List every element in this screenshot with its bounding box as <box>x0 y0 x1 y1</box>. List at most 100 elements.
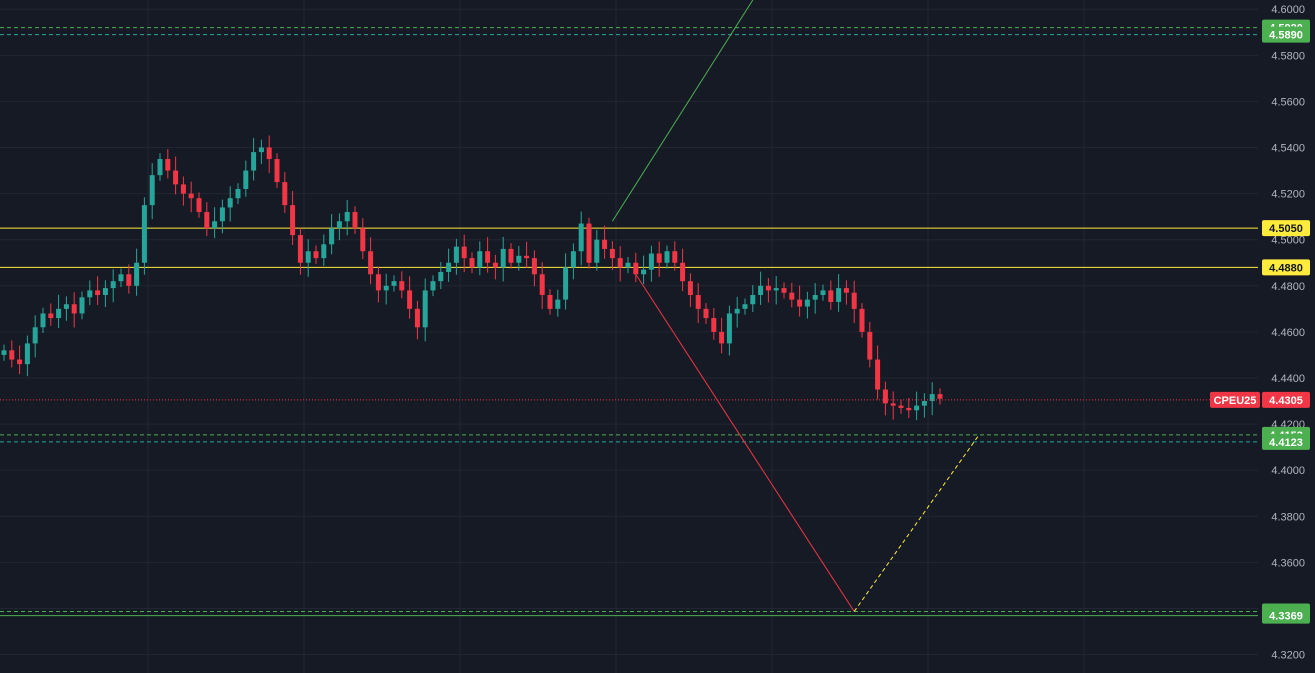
candle <box>641 255 647 285</box>
candle-body <box>570 251 576 268</box>
candle <box>726 305 732 356</box>
candle <box>594 229 600 271</box>
candle-body <box>867 331 873 360</box>
candle-body <box>836 288 842 302</box>
candle-body <box>656 253 662 263</box>
candle <box>485 237 491 273</box>
candle-body <box>695 295 701 309</box>
price-tick-label: 4.5600 <box>1271 96 1305 108</box>
level-tag-box <box>1262 607 1310 624</box>
candle <box>438 262 444 290</box>
candle-body <box>765 285 771 291</box>
candle-body <box>1 350 7 355</box>
candle <box>40 307 46 334</box>
candle-body <box>726 313 732 344</box>
candle-body <box>438 271 444 282</box>
candle <box>578 211 584 266</box>
candle <box>563 253 569 310</box>
candle <box>56 294 62 328</box>
candle <box>258 139 264 165</box>
candle <box>711 308 717 340</box>
candle <box>407 276 413 319</box>
candle <box>414 301 420 340</box>
level-tag: 4.5050 <box>1262 220 1310 237</box>
candle-body <box>524 255 530 259</box>
candle <box>898 399 904 414</box>
candle <box>102 280 108 307</box>
candle <box>929 382 935 416</box>
candle-body <box>219 207 225 222</box>
candle-body <box>24 343 30 365</box>
candle <box>703 303 709 324</box>
candle <box>687 273 693 307</box>
candle <box>843 280 849 305</box>
candle-body <box>492 262 498 268</box>
candle-body <box>235 188 241 199</box>
candle <box>196 192 202 218</box>
candle-body <box>71 304 77 314</box>
candle <box>797 285 803 317</box>
level-tag-box <box>1262 26 1310 43</box>
candle <box>633 252 639 283</box>
candle-body <box>422 290 428 328</box>
candle <box>758 271 764 305</box>
candle-body <box>274 159 280 183</box>
candle-body <box>63 304 69 309</box>
candle <box>836 274 842 312</box>
candle <box>867 321 873 368</box>
trend-line <box>611 0 754 222</box>
candle-body <box>797 299 803 307</box>
candle <box>399 271 405 299</box>
candle-body <box>890 403 896 406</box>
candle-body <box>290 205 296 236</box>
candle-body <box>407 290 413 309</box>
candle-body <box>243 170 249 189</box>
level-tag: 4.3369 <box>1262 607 1310 624</box>
candle-body <box>711 318 717 332</box>
price-axis[interactable]: 4.32004.34004.36004.38004.40004.42004.44… <box>1271 4 1305 661</box>
symbol-tag: CPEU25 <box>1210 391 1260 408</box>
level-tag-text: 4.4880 <box>1269 262 1303 274</box>
candle <box>422 278 428 342</box>
candle <box>329 214 335 255</box>
candle <box>492 254 498 280</box>
candle-body <box>547 295 553 309</box>
candlestick-series <box>1 135 943 421</box>
price-tick-label: 4.6000 <box>1271 4 1305 16</box>
level-tag-text: 4.4123 <box>1269 437 1303 449</box>
candle <box>734 296 740 328</box>
candle <box>134 248 140 296</box>
candle-body <box>383 285 389 291</box>
candle-body <box>48 313 54 319</box>
candle-body <box>781 288 787 293</box>
candle-body <box>446 262 452 272</box>
candle-body <box>882 389 888 404</box>
candle-body <box>750 295 756 305</box>
candle <box>765 277 771 303</box>
candle <box>375 266 381 303</box>
candle <box>235 183 241 204</box>
candle <box>695 283 701 323</box>
trend-line <box>635 273 855 612</box>
candle-body <box>531 258 537 275</box>
candle-body <box>196 198 202 213</box>
candle <box>383 273 389 305</box>
candle-body <box>617 258 623 268</box>
candle <box>336 213 342 241</box>
candle-body <box>578 223 584 252</box>
candle-body <box>828 290 834 302</box>
candle-body <box>9 350 15 360</box>
candle <box>469 252 475 274</box>
candle <box>531 250 537 287</box>
candle <box>110 269 116 303</box>
candle-body <box>906 407 912 411</box>
candle <box>274 153 280 188</box>
price-tick-label: 4.5000 <box>1271 235 1305 247</box>
candle-body <box>399 281 405 291</box>
candle-body <box>563 267 569 300</box>
candle-body <box>500 248 506 268</box>
candle <box>453 238 459 275</box>
candle-body <box>173 170 179 185</box>
price-tick-label: 4.4400 <box>1271 373 1305 385</box>
